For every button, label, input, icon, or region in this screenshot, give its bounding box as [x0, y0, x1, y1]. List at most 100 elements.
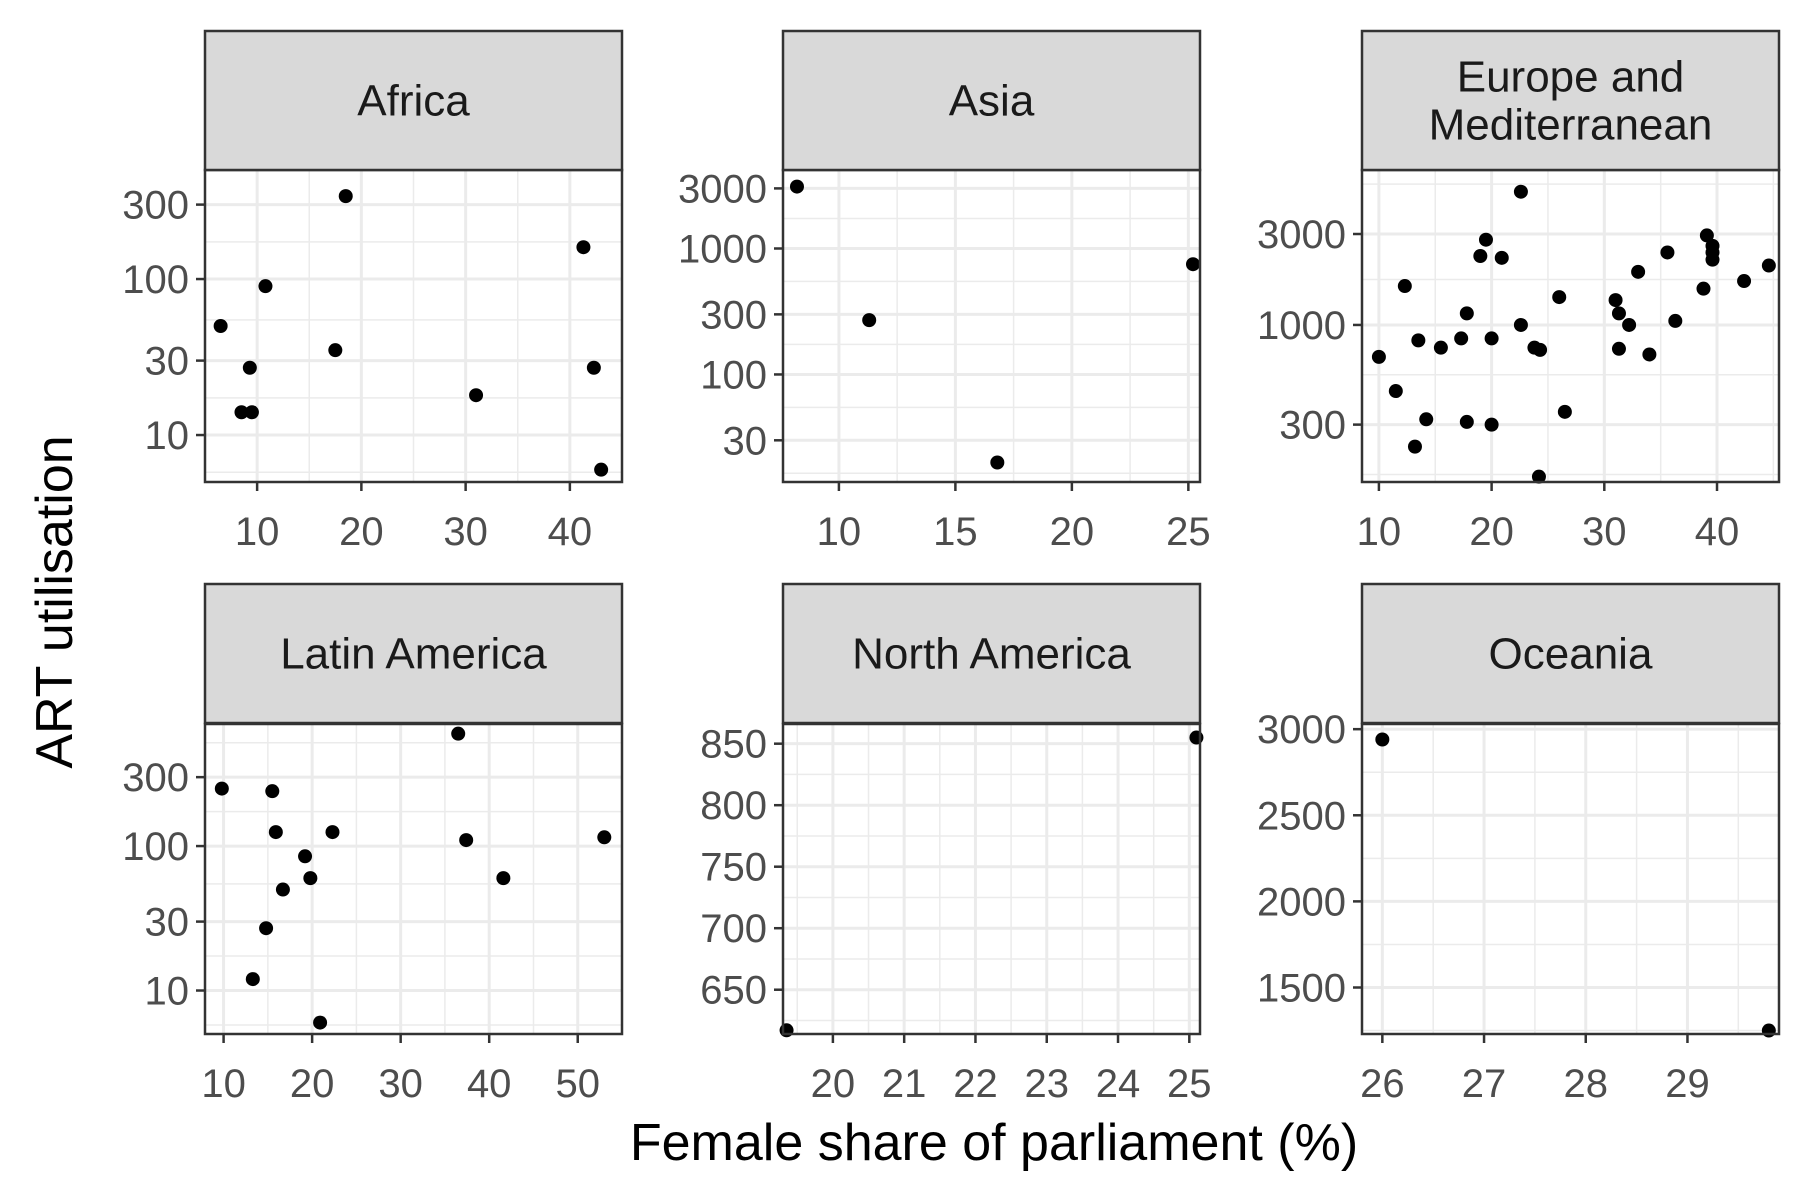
facet-panel-1: Africa 10 20 30 40 10 30 100 300: [122, 29, 624, 554]
data-point: [1761, 1023, 1776, 1038]
data-point: [242, 360, 257, 375]
data-point: [265, 784, 280, 799]
data-point: [597, 830, 612, 845]
y-tick-label: 1000: [678, 227, 767, 271]
data-point: [1433, 340, 1448, 355]
x-tick-label: 30: [378, 1062, 423, 1106]
data-point: [268, 825, 283, 840]
y-tick-label: 3000: [1257, 213, 1346, 257]
x-tick-label: 23: [1024, 1062, 1069, 1106]
data-point: [259, 921, 274, 936]
x-tick-label: 30: [443, 510, 488, 554]
data-point: [234, 405, 249, 420]
y-tick-label: 750: [700, 846, 767, 890]
data-point: [1761, 258, 1776, 273]
x-tick-label: 20: [339, 510, 384, 554]
data-point: [1484, 417, 1499, 432]
y-axis-title: ART utilisation: [26, 435, 84, 768]
x-tick-label: 40: [467, 1062, 512, 1106]
y-tick-label: 1000: [1257, 304, 1346, 348]
data-point: [1557, 404, 1572, 419]
data-point: [1737, 274, 1752, 289]
data-point: [1705, 245, 1720, 260]
x-tick-label: 30: [1582, 510, 1627, 554]
y-tick-label: 100: [700, 353, 767, 397]
data-point: [258, 279, 273, 294]
data-point: [1371, 349, 1386, 364]
data-point: [1696, 281, 1711, 296]
y-tick-label: 30: [145, 340, 190, 384]
data-point: [298, 849, 313, 864]
x-tick-label: 15: [933, 510, 978, 554]
data-point: [303, 871, 318, 886]
data-point: [1622, 317, 1637, 332]
y-tick-label: 2500: [1257, 794, 1346, 838]
data-point: [1699, 228, 1714, 243]
data-point: [1631, 264, 1646, 279]
facet-strip-label: North America: [852, 630, 1131, 679]
data-point: [1407, 439, 1422, 454]
data-point: [1608, 293, 1623, 308]
data-point: [469, 388, 484, 403]
x-tick-label: 27: [1462, 1062, 1507, 1106]
data-point: [1513, 317, 1528, 332]
data-point: [213, 319, 228, 333]
y-tick-label: 2000: [1257, 880, 1346, 924]
data-point: [1668, 313, 1683, 328]
facet-strip: [203, 29, 624, 172]
data-point: [1494, 250, 1509, 265]
x-tick-label: 10: [201, 1062, 246, 1106]
data-point: [1473, 249, 1488, 264]
data-point: [496, 871, 511, 886]
data-point: [586, 360, 601, 375]
facet-strip: [1360, 29, 1781, 172]
y-tick-label: 300: [122, 756, 189, 800]
panel-background: [783, 724, 1200, 1034]
y-tick-label: 30: [145, 901, 190, 945]
y-tick-label: 300: [1279, 404, 1346, 448]
data-point: [275, 882, 290, 897]
data-point: [313, 1015, 328, 1030]
data-point: [1478, 232, 1493, 247]
y-tick-label: 10: [145, 970, 190, 1014]
data-point: [990, 455, 1005, 470]
data-point: [1459, 306, 1474, 321]
x-tick-label: 10: [817, 510, 862, 554]
data-point: [1397, 279, 1412, 294]
facet-strip: [781, 29, 1202, 172]
x-tick-label: 10: [235, 510, 280, 554]
y-tick-label: 850: [700, 723, 767, 767]
data-point: [594, 462, 609, 477]
y-tick-label: 30: [723, 419, 768, 463]
data-point: [1642, 347, 1657, 362]
data-point: [789, 179, 804, 194]
x-tick-label: 24: [1096, 1062, 1141, 1106]
data-point: [1484, 331, 1499, 346]
x-tick-label: 21: [882, 1062, 927, 1106]
data-point: [576, 240, 591, 255]
data-point: [1552, 290, 1567, 305]
data-point: [338, 189, 353, 204]
data-point: [862, 313, 877, 328]
facet-strip-label: Europe and: [1457, 53, 1685, 102]
data-point: [1454, 331, 1469, 346]
x-tick-label: 20: [811, 1062, 856, 1106]
facet-strip: [781, 582, 1202, 725]
x-tick-label: 10: [1357, 510, 1402, 554]
data-point: [1411, 333, 1426, 348]
facet-panel-4: Latin America 10 20 30 40 50 10 30 100 300: [122, 582, 624, 1106]
panel-background: [1362, 724, 1779, 1034]
facet-strip: [203, 582, 624, 725]
facet-strip-label: Oceania: [1489, 630, 1653, 679]
facet-strip-label: Asia: [949, 77, 1035, 126]
y-tick-label: 100: [122, 258, 189, 302]
x-tick-label: 26: [1360, 1062, 1405, 1106]
x-tick-label: 22: [953, 1062, 998, 1106]
y-tick-label: 3000: [678, 167, 767, 211]
x-tick-label: 25: [1166, 510, 1211, 554]
x-tick-label: 28: [1564, 1062, 1609, 1106]
y-tick-label: 800: [700, 784, 767, 828]
facet-strip-label: Mediterranean: [1429, 101, 1713, 150]
x-tick-label: 25: [1167, 1062, 1212, 1106]
facet-panel-2: Asia 10 15 20 25 30 100 300 1000 3000: [678, 29, 1211, 554]
